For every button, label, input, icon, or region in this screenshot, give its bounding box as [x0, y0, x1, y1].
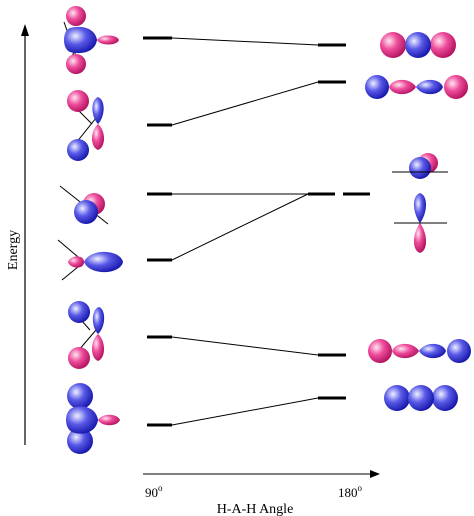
angle-tick-90: 90o	[145, 483, 163, 500]
linear-orbital-5	[368, 339, 471, 363]
level-1	[143, 36, 346, 47]
angle-tick-180: 180o	[338, 483, 363, 500]
energy-axis	[21, 24, 29, 445]
linear-orbital-3	[392, 153, 448, 179]
linear-orbital-1	[380, 32, 456, 58]
bent-orbital-4	[57, 239, 123, 281]
linear-orbital-4	[394, 193, 447, 253]
linear-orbital-2	[365, 75, 468, 99]
level-6	[147, 396, 346, 427]
level-4	[147, 193, 309, 262]
angle-axis	[143, 470, 380, 478]
level-lines	[143, 36, 370, 427]
level-5	[147, 335, 346, 357]
bent-orbital-1	[63, 6, 119, 74]
linear-orbital-6	[384, 385, 458, 411]
level-2	[147, 80, 346, 127]
bent-orbital-3	[59, 185, 109, 225]
energy-axis-label: Energy	[6, 230, 21, 270]
bent-orbital-5	[68, 301, 105, 369]
angle-axis-label: H-A-H Angle	[217, 502, 294, 516]
bent-orbital-6	[66, 383, 120, 454]
bent-orbital-2	[67, 90, 104, 161]
